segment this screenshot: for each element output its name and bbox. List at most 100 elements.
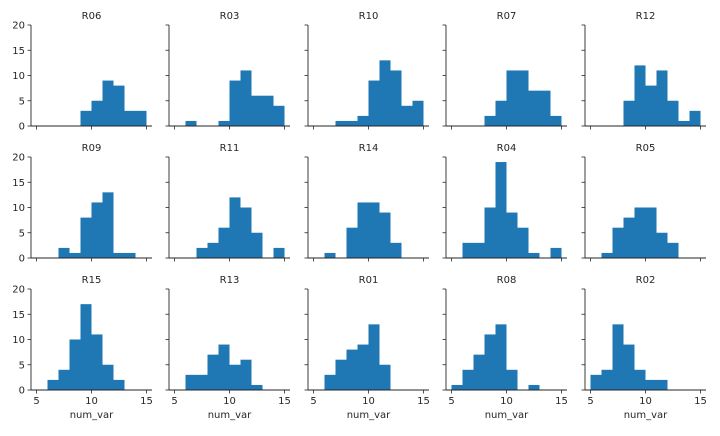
histogram-bar [113,252,125,258]
y-tick-label: 20 [12,21,25,32]
histogram-bar [218,120,230,126]
x-tick-label: 5 [587,396,593,407]
histogram-bar [645,207,657,258]
histogram-bar [645,379,657,390]
histogram-bar [91,334,103,390]
y-tick-label: 15 [12,310,25,321]
x-tick-label: 15 [417,396,430,407]
x-tick-label: 5 [310,396,316,407]
histogram-bar [58,369,70,390]
y-tick-label: 5 [19,228,25,239]
histogram-bar [539,90,551,126]
x-axis-label: num_var [485,410,529,421]
x-tick-label: 5 [448,396,454,407]
histogram-bar [324,252,336,258]
histogram-bar [262,95,274,126]
histogram-bar [612,227,624,258]
histogram-bar [58,247,70,258]
histogram-bar [506,212,518,258]
histogram-bar [484,115,496,126]
histogram-bar [357,115,369,126]
histogram-bar [390,70,402,126]
x-axis-label: num_var [208,410,252,421]
panel-title: R06 [82,11,102,22]
histogram-bar [645,85,657,126]
histogram-bar [102,192,114,258]
histogram-bar [689,110,701,126]
histogram-bar [47,379,59,390]
histogram-bar [379,212,391,258]
histogram-bar [517,70,529,126]
histogram-bar [218,344,230,390]
histogram-bar [80,110,92,126]
histogram-bar [207,242,219,258]
histogram-bar [185,374,197,390]
x-tick-label: 15 [694,396,707,407]
histogram-bar [91,100,103,126]
histogram-bar [495,162,507,258]
histogram-bar [656,70,668,126]
histogram-bar [462,369,474,390]
histogram-bar [656,232,668,258]
histogram-bar [124,252,136,258]
x-tick-label: 15 [555,396,568,407]
histogram-bar [251,232,263,258]
histogram-bar [218,227,230,258]
histogram-bar [379,364,391,390]
y-tick-label: 5 [19,360,25,371]
x-tick-label: 10 [223,396,236,407]
histogram-bar [346,227,358,258]
histogram-bar [601,369,613,390]
histogram-bar [196,247,208,258]
panel-title: R05 [636,143,656,154]
histogram-bar [207,354,219,390]
histogram-bar [484,207,496,258]
histogram-bar [368,324,380,390]
histogram-bar [634,369,646,390]
x-tick-label: 15 [140,396,153,407]
x-axis-label: num_var [624,410,668,421]
histogram-bar [550,247,562,258]
histogram-bar [357,202,369,258]
histogram-bar [91,202,103,258]
y-tick-label: 0 [19,386,25,397]
histogram-bar [506,70,518,126]
histogram-bar [528,252,540,258]
histogram-bar [495,100,507,126]
histogram-bar [196,374,208,390]
x-axis-label: num_var [347,410,391,421]
histogram-bar [357,344,369,390]
y-tick-label: 10 [12,335,25,346]
panel-title: R04 [497,143,517,154]
y-tick-label: 10 [12,71,25,82]
histogram-bar [379,60,391,126]
histogram-bar [667,242,679,258]
histogram-bar [80,217,92,258]
histogram-bar [612,324,624,390]
histogram-bar [590,374,602,390]
panel-title: R12 [636,11,656,22]
panel-title: R10 [359,11,379,22]
panel-title: R08 [497,275,517,286]
histogram-bar [229,364,241,390]
histogram-bar [462,242,474,258]
y-tick-label: 10 [12,203,25,214]
histogram-bar [113,85,125,126]
histogram-bar [473,242,485,258]
panel-title: R11 [220,143,240,154]
y-tick-label: 15 [12,46,25,57]
panel-title: R09 [82,143,102,154]
histogram-bar [229,197,241,258]
histogram-bar [113,379,125,390]
histogram-bar [623,100,635,126]
histogram-bar [229,80,241,126]
y-tick-label: 5 [19,96,25,107]
histogram-bar [102,80,114,126]
histogram-bar [484,334,496,390]
y-tick-label: 20 [12,285,25,296]
histogram-bar [368,80,380,126]
histogram-bar [623,217,635,258]
histogram-bar [251,384,263,390]
y-tick-label: 0 [19,254,25,265]
